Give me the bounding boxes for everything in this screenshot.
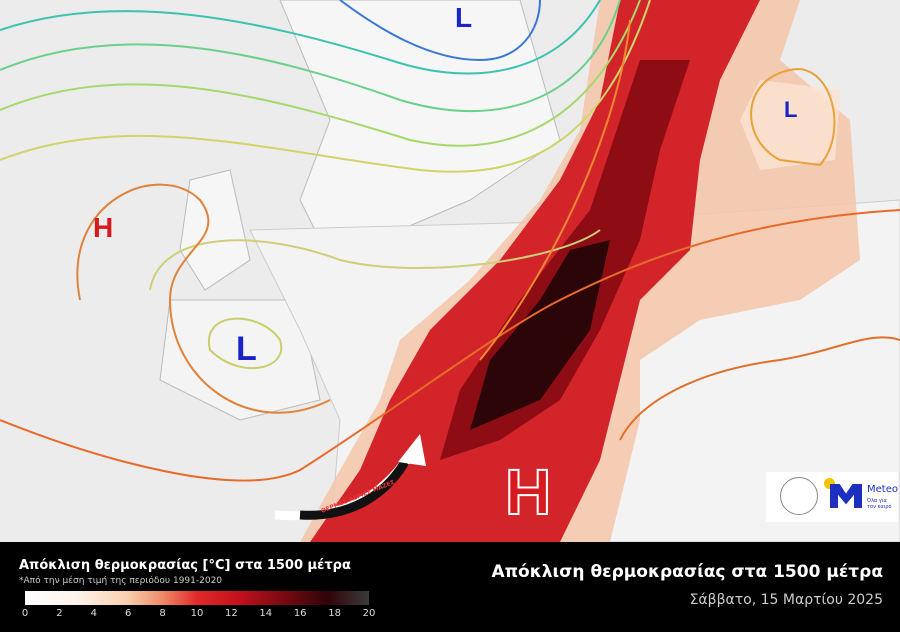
high-pressure-africa: H: [504, 455, 552, 529]
iberia-land: [159, 299, 321, 421]
legend-tick: 20: [362, 608, 376, 619]
low-pressure-france: L: [236, 330, 257, 368]
meteo-sun-icon: [824, 478, 835, 489]
map-title: Απόκλιση θερμοκρασίας στα 1500 μέτρα: [491, 562, 883, 582]
warm-air-arrow-band: [299, 459, 409, 520]
legend-tick: 14: [259, 608, 273, 619]
legend-tick: 4: [90, 608, 97, 619]
high-pressure-atlantic: H: [93, 212, 114, 243]
british-isles-land: [179, 169, 251, 291]
arrow-head-icon: [398, 434, 426, 466]
legend-tick: 18: [328, 608, 341, 619]
legend-tick: 2: [56, 608, 63, 619]
anomaly-max: [470, 240, 610, 430]
footer-bar: Απόκλιση θερμοκρασίας [°C] στα 1500 μέτρ…: [0, 542, 900, 632]
legend-tick: 10: [190, 608, 204, 619]
legend-title: Απόκλιση θερμοκρασίας [°C] στα 1500 μέτρ…: [19, 558, 351, 573]
weather-map: ΘΕΡΜΕΣ ΑΕΡΙΕΣ ΜΑΖΕΣ H L L L H Meteo Όλα …: [0, 0, 900, 543]
meteo-m-logo: [830, 484, 862, 508]
map-canvas: ΘΕΡΜΕΣ ΑΕΡΙΕΣ ΜΑΖΕΣ: [0, 0, 900, 543]
legend-tick: 16: [293, 608, 307, 619]
meteo-brand: Meteo: [867, 484, 898, 495]
institution-seal-logo: [780, 477, 818, 515]
legend-subtitle: *Από την μέση τιμή της περιόδου 1991-202…: [19, 576, 223, 586]
logos-panel: Meteo Όλα για τον καιρό: [766, 472, 898, 522]
legend-tick: 12: [225, 608, 238, 619]
low-pressure-east: L: [784, 97, 798, 122]
legend-tick: 6: [125, 608, 132, 619]
legend-colorbar: [25, 591, 369, 605]
meteo-tagline: Όλα για τον καιρό: [867, 498, 892, 510]
isobars: [0, 0, 900, 482]
legend-tick: 8: [159, 608, 166, 619]
legend-tick: 0: [21, 608, 29, 619]
low-pressure-north: L: [455, 2, 473, 33]
map-date: Σάββατο, 15 Μαρτίου 2025: [689, 592, 883, 608]
